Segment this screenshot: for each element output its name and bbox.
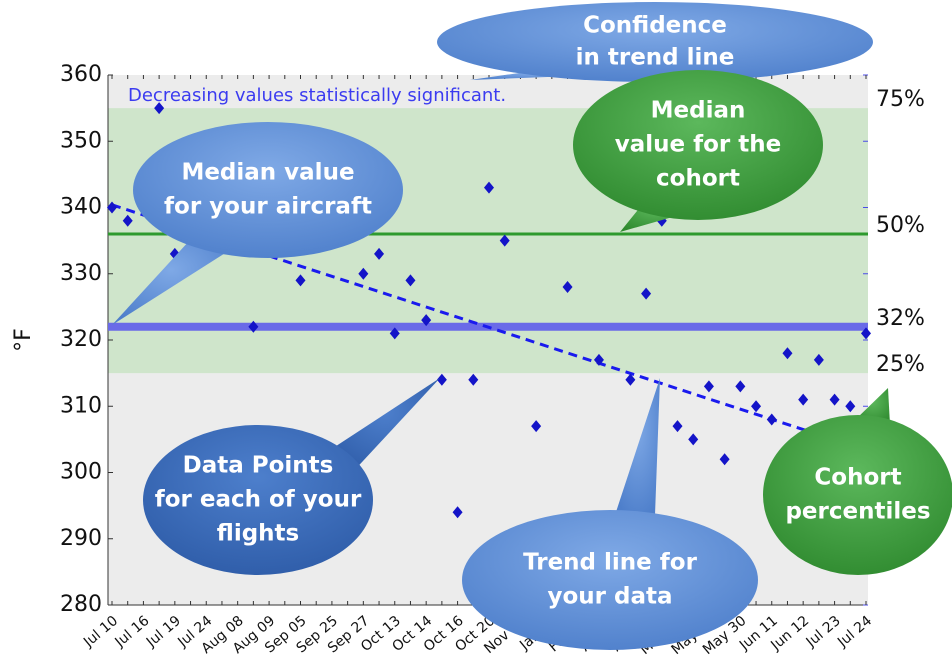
data-point <box>641 287 652 300</box>
data-point <box>751 400 762 413</box>
data-point <box>625 373 636 386</box>
x-tick-label: Jul 23 <box>803 613 844 651</box>
callout-text: in trend line <box>576 45 735 71</box>
data-point <box>593 353 604 366</box>
callout-text: cohort <box>656 166 740 192</box>
data-point <box>798 393 809 406</box>
data-point <box>766 413 777 426</box>
callout-tail <box>330 378 440 475</box>
callout <box>437 2 873 82</box>
data-point <box>295 274 306 287</box>
data-point <box>813 353 824 366</box>
trend-line <box>111 203 867 452</box>
y-tick-label: 330 <box>60 261 102 286</box>
data-point <box>468 373 479 386</box>
data-point <box>499 234 510 247</box>
y-tick-label: 320 <box>60 327 102 352</box>
data-point <box>374 247 385 260</box>
x-tick-label: Jul 10 <box>80 613 121 651</box>
percentile-label: 32% <box>876 306 925 331</box>
callout <box>573 70 823 220</box>
data-point <box>122 214 133 227</box>
data-point <box>389 327 400 340</box>
data-point <box>688 433 699 446</box>
callout-tail <box>112 240 230 325</box>
data-point <box>703 380 714 393</box>
callout-text: flights <box>217 521 299 547</box>
callout-text: Median value <box>181 160 354 186</box>
callout-text: value for the <box>615 132 782 158</box>
data-point <box>531 420 542 433</box>
callout-text: Median <box>651 98 746 124</box>
data-point <box>248 320 259 333</box>
y-tick-label: 340 <box>60 195 102 220</box>
callout-text: percentiles <box>785 499 930 525</box>
callout <box>763 415 952 575</box>
callout <box>462 510 758 650</box>
callout-text: your data <box>547 584 672 610</box>
data-point <box>107 201 117 214</box>
callout-text: Data Points <box>183 453 334 479</box>
percentile-label: 25% <box>876 352 925 377</box>
callout-tail <box>615 378 660 515</box>
x-tick-label: Jul 16 <box>112 613 153 651</box>
y-tick-label: 350 <box>60 128 102 153</box>
y-tick-label: 280 <box>60 592 102 617</box>
data-point <box>735 380 746 393</box>
data-point <box>358 267 369 280</box>
percentile-label: 50% <box>876 213 925 238</box>
data-point <box>672 420 683 433</box>
data-point <box>845 400 856 413</box>
callout <box>133 122 403 258</box>
data-point <box>782 347 793 360</box>
data-point <box>562 281 573 293</box>
callout-text: Cohort <box>814 465 901 491</box>
y-axis-label: °F <box>11 328 36 352</box>
x-tick-label: Jul 24 <box>834 613 875 651</box>
x-tick-label: Jul 19 <box>143 613 184 651</box>
data-point <box>405 274 416 287</box>
data-point <box>719 453 730 466</box>
data-point <box>452 506 463 519</box>
percentile-label: 75% <box>876 87 925 112</box>
callout <box>143 425 373 575</box>
data-point <box>829 393 840 406</box>
y-tick-label: 360 <box>60 62 102 87</box>
annotation: Decreasing values statistically signific… <box>128 85 506 106</box>
y-tick-label: 300 <box>60 460 102 485</box>
callout-text: for each of your <box>155 487 362 513</box>
callout-text: for your aircraft <box>164 194 372 220</box>
data-point <box>861 327 871 340</box>
data-point <box>154 102 165 115</box>
y-tick-label: 310 <box>60 393 102 418</box>
y-tick-label: 290 <box>60 526 102 551</box>
data-point <box>421 314 432 327</box>
data-point <box>484 181 494 194</box>
callout-text: Confidence <box>583 13 727 39</box>
callout-text: Trend line for <box>523 550 698 576</box>
data-point <box>436 373 447 386</box>
